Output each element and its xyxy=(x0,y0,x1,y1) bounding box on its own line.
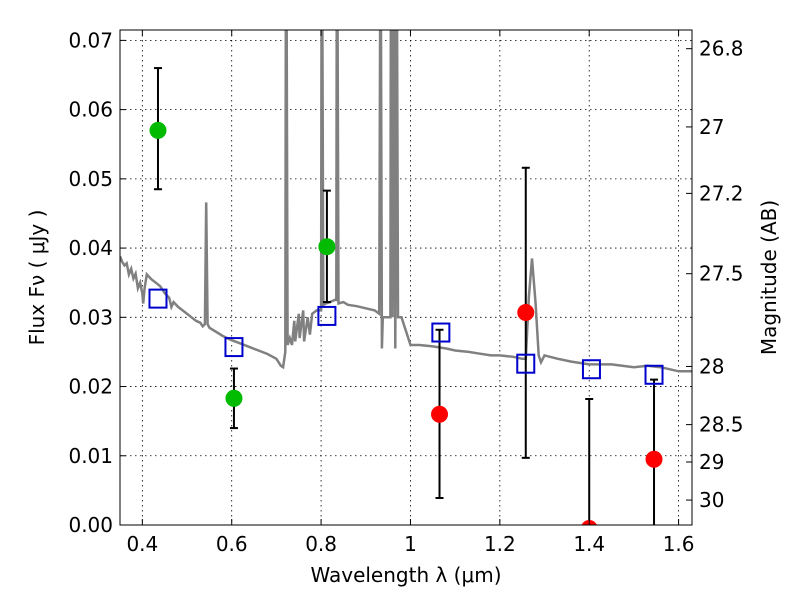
right-tick-label: 27.5 xyxy=(699,262,744,286)
right-tick-label: 29 xyxy=(699,450,724,474)
plot-area xyxy=(120,30,692,525)
y-tick-label: 0.07 xyxy=(68,28,113,52)
right-tick-label: 28 xyxy=(699,354,724,378)
y-axis-label-right: Magnitude (AB) xyxy=(757,200,781,355)
data-point xyxy=(645,450,663,468)
x-tick-label: 1.4 xyxy=(573,532,605,556)
model-point xyxy=(581,359,601,380)
x-tick-label: 0.6 xyxy=(216,532,248,556)
model-point xyxy=(644,364,664,385)
model-point xyxy=(148,288,168,309)
x-tick-label: 1.6 xyxy=(663,532,695,556)
model-point xyxy=(431,322,451,343)
right-tick-label: 30 xyxy=(699,488,724,512)
right-tick-label: 27.2 xyxy=(699,181,744,205)
data-point xyxy=(149,121,167,139)
y-tick-label: 0.01 xyxy=(68,444,113,468)
y-axis-label: Flux Fν ( μJy ) xyxy=(25,210,49,346)
y-tick-label: 0.00 xyxy=(68,513,113,537)
x-tick-label: 0.8 xyxy=(305,532,337,556)
model-point xyxy=(224,337,244,358)
model-point xyxy=(317,305,337,326)
x-axis-label: Wavelength λ (μm) xyxy=(310,563,501,587)
x-tick-label: 1 xyxy=(404,532,417,556)
model-point xyxy=(516,353,536,374)
right-tick-label: 27 xyxy=(699,115,724,139)
model-spectrum-line xyxy=(120,30,692,373)
y-tick-label: 0.03 xyxy=(68,305,113,329)
y-tick-label: 0.04 xyxy=(68,236,113,260)
right-tick-label: 28.5 xyxy=(699,413,744,437)
data-point xyxy=(431,405,449,423)
right-tick-label: 26.8 xyxy=(699,37,744,61)
data-markers xyxy=(148,121,664,525)
y-tick-label: 0.02 xyxy=(68,375,113,399)
plot-frame xyxy=(119,29,693,526)
x-tick-label: 0.4 xyxy=(126,532,158,556)
y-tick-label: 0.06 xyxy=(68,98,113,122)
x-tick-label: 1.2 xyxy=(484,532,516,556)
data-point xyxy=(318,238,336,256)
axis-ticks: 0.4 0.6 0.8 1 1.2 1.4 1.6 0.00 0.01 0.02 0.03 0.04 0… xyxy=(68,28,743,556)
grid xyxy=(120,30,692,526)
data-point xyxy=(517,303,535,321)
error-bars xyxy=(153,67,659,525)
y-tick-label: 0.05 xyxy=(68,167,113,191)
data-point xyxy=(225,389,243,407)
